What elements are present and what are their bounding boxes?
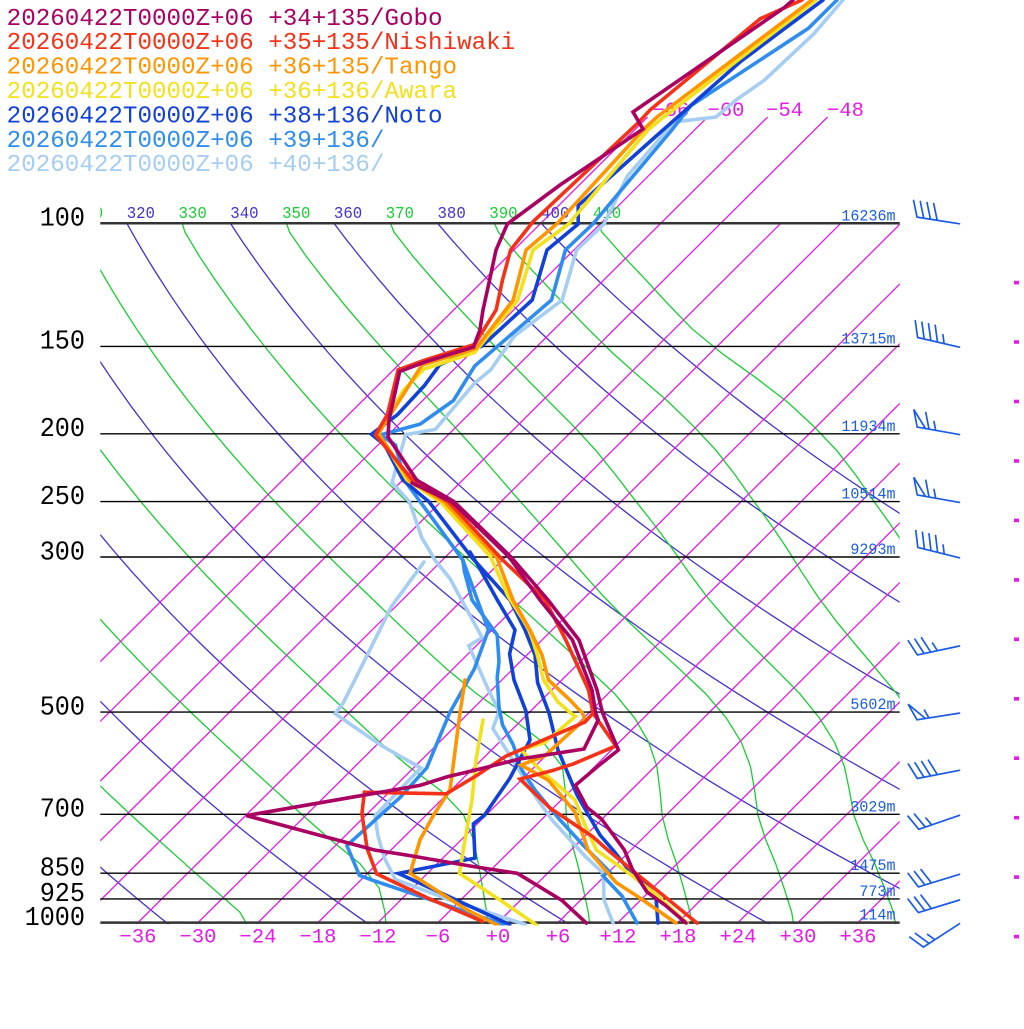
- svg-text:−6: −6: [426, 927, 451, 950]
- svg-text:773m: 773m: [859, 883, 895, 901]
- svg-text:500: 500: [40, 693, 85, 723]
- svg-text:1475m: 1475m: [850, 857, 895, 875]
- svg-text:−48: −48: [827, 100, 864, 123]
- svg-text:250: 250: [40, 483, 85, 513]
- svg-text:20260422T0000Z+06 +34+135/Gobo: 20260422T0000Z+06 +34+135/Gobo: [7, 6, 443, 33]
- svg-text:−60: −60: [708, 100, 745, 123]
- svg-text:310: 310: [75, 204, 103, 223]
- svg-text:320: 320: [127, 204, 155, 223]
- svg-text:20260422T0000Z+06 +38+136/Noto: 20260422T0000Z+06 +38+136/Noto: [7, 103, 443, 130]
- svg-text:−24: −24: [240, 927, 277, 950]
- svg-text:+0: +0: [486, 927, 511, 950]
- svg-text:20260422T0000Z+06 +40+136/: 20260422T0000Z+06 +40+136/: [7, 152, 385, 179]
- svg-text:700: 700: [40, 796, 85, 826]
- svg-text:20260422T0000Z+06 +36+135/Tang: 20260422T0000Z+06 +36+135/Tango: [7, 55, 457, 82]
- svg-text:3029m: 3029m: [850, 798, 895, 816]
- svg-text:20260422T0000Z+06 +39+136/: 20260422T0000Z+06 +39+136/: [7, 128, 385, 155]
- svg-text:925: 925: [40, 880, 85, 910]
- svg-text:+6: +6: [546, 927, 571, 950]
- svg-text:13715m: 13715m: [841, 330, 895, 348]
- svg-text:11934m: 11934m: [841, 418, 895, 436]
- svg-text:850: 850: [40, 855, 85, 885]
- svg-text:360: 360: [334, 204, 362, 223]
- svg-text:−18: −18: [300, 927, 337, 950]
- svg-text:100: 100: [40, 205, 85, 235]
- svg-text:−54: −54: [766, 100, 803, 123]
- svg-text:+12: +12: [600, 927, 637, 950]
- svg-text:16236m: 16236m: [841, 207, 895, 225]
- svg-text:−12: −12: [360, 927, 397, 950]
- svg-text:114m: 114m: [859, 907, 895, 925]
- svg-text:+36: +36: [840, 927, 877, 950]
- svg-text:390: 390: [489, 204, 517, 223]
- svg-text:200: 200: [40, 415, 85, 445]
- svg-text:370: 370: [386, 204, 414, 223]
- svg-text:10514m: 10514m: [841, 486, 895, 504]
- svg-text:330: 330: [179, 204, 207, 223]
- svg-text:9293m: 9293m: [850, 541, 895, 559]
- svg-text:1000: 1000: [25, 904, 85, 934]
- svg-text:350: 350: [282, 204, 310, 223]
- svg-text:20260422T0000Z+06 +35+135/Nish: 20260422T0000Z+06 +35+135/Nishiwaki: [7, 30, 516, 57]
- svg-text:20260422T0000Z+06 +36+136/Awar: 20260422T0000Z+06 +36+136/Awara: [7, 79, 457, 106]
- svg-text:5602m: 5602m: [850, 696, 895, 714]
- svg-text:+18: +18: [660, 927, 697, 950]
- svg-text:380: 380: [438, 204, 466, 223]
- svg-text:−36: −36: [120, 927, 157, 950]
- svg-text:150: 150: [40, 328, 85, 358]
- svg-text:+30: +30: [780, 927, 817, 950]
- svg-text:340: 340: [230, 204, 258, 223]
- svg-text:−30: −30: [180, 927, 217, 950]
- svg-text:+24: +24: [720, 927, 757, 950]
- svg-text:300: 300: [40, 538, 85, 568]
